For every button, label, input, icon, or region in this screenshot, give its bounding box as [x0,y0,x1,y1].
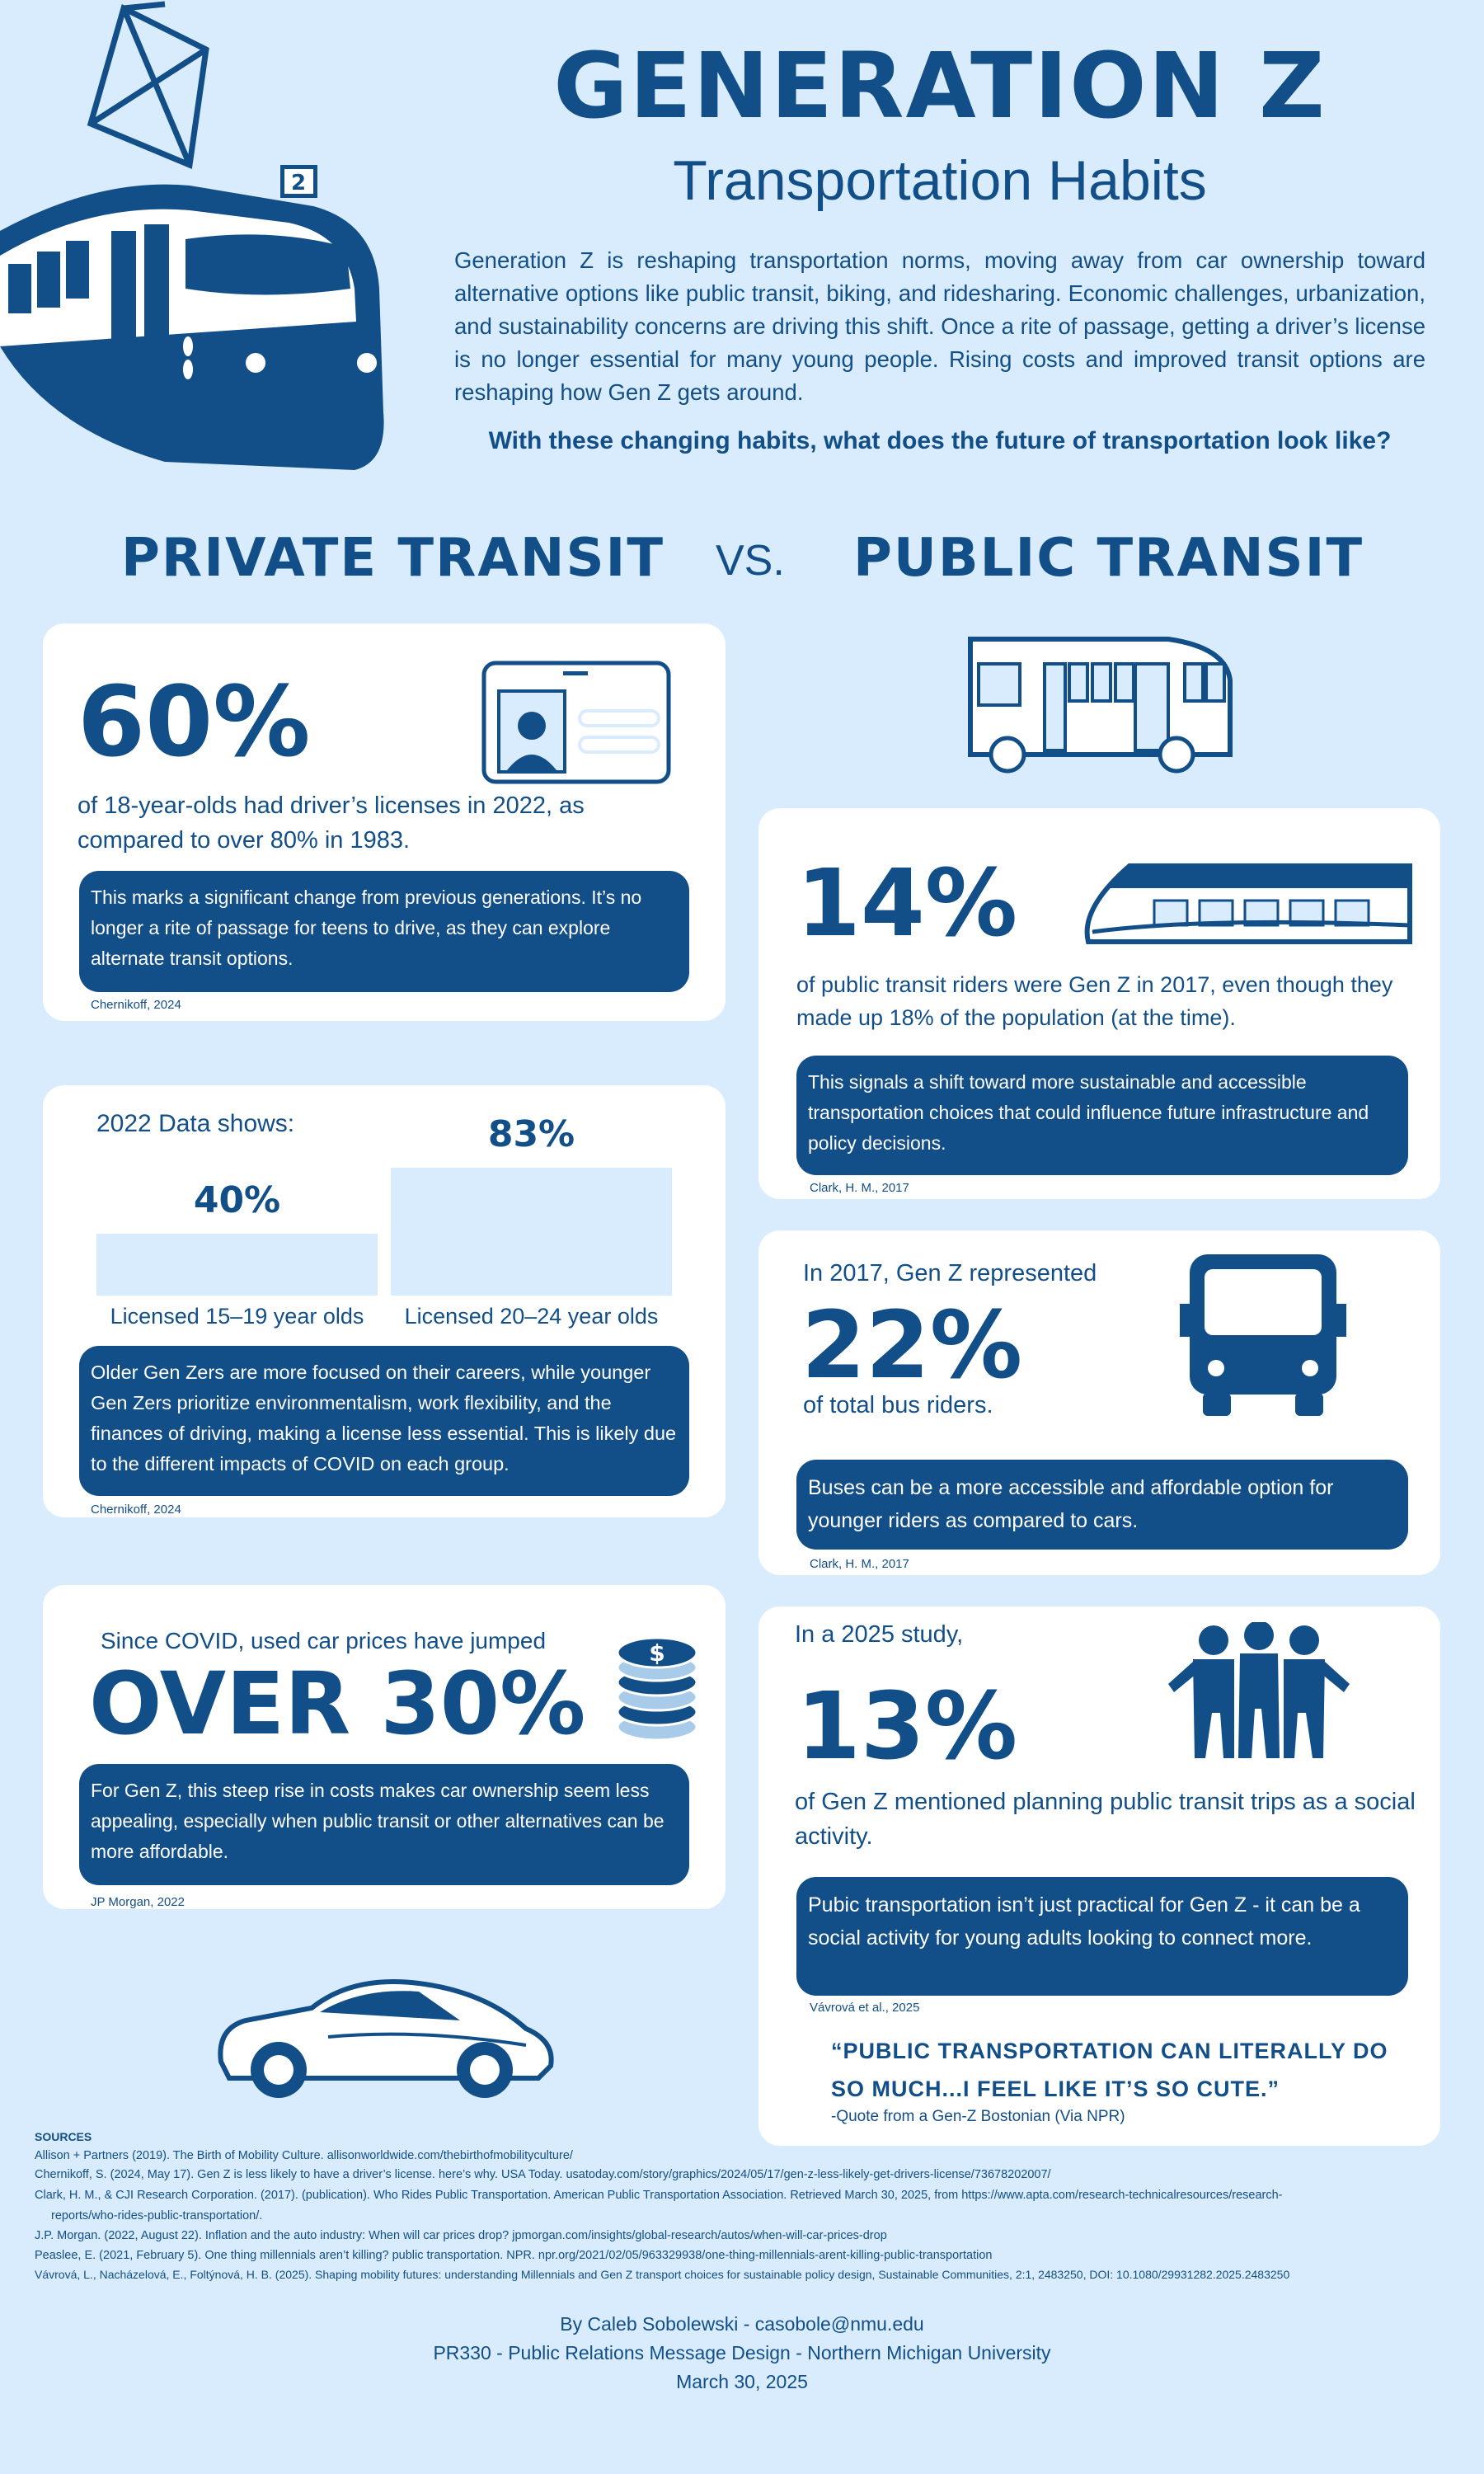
private-card-licenses: 60% of 18-year-olds had driver’s license… [43,623,726,1021]
quote-attribution: -Quote from a Gen-Z Bostonian (Via NPR) [831,2108,1125,2125]
bus-riders-text: of total bus riders. [803,1392,993,1418]
source-item: J.P. Morgan. (2022, August 22). Inflatio… [35,2229,887,2242]
citation: Vávrová et al., 2025 [810,2001,920,2015]
people-group-icon [1168,1622,1350,1758]
sources-heading: SOURCES [35,2130,92,2143]
footer-date: March 30, 2025 [676,2371,808,2392]
public-card-bus-riders: In 2017, Gen Z represented 22% of total … [758,1230,1440,1575]
coins-icon: $ [616,1636,698,1742]
bar-1 [96,1234,378,1296]
bar-value-label: 40% [193,1179,281,1222]
bar-category-label: Licensed 20–24 year olds [404,1304,659,1329]
bar-2 [391,1168,672,1296]
train-icon [1084,863,1412,944]
footer-author: By Caleb Sobolewski - casobole@nmu.edu [560,2313,924,2335]
intro-question: With these changing habits, what does th… [488,427,1392,454]
licenses-note: This marks a significant change from pre… [79,871,689,992]
source-item: Clark, H. M., & CJI Research Corporation… [35,2189,1283,2222]
public-card-social: In a 2025 study, 13% of Gen Z mentioned … [758,1606,1440,2146]
stat-over-30: OVER 30% [89,1653,586,1754]
stat-22: 22% [801,1292,1023,1399]
age-group-note: Older Gen Zers are more focused on their… [79,1346,689,1496]
study-lead: In a 2025 study, [795,1621,964,1648]
id-card-icon [481,661,671,784]
tram-icon: 2 [0,1,384,470]
car-prices-note: For Gen Z, this steep rise in costs make… [79,1764,689,1885]
car-prices-lead: Since COVID, used car prices have jumped [101,1628,547,1653]
social-note: Pubic transportation isn’t just practica… [796,1877,1408,1996]
bar-value-label: 83% [487,1113,575,1155]
chart-heading: 2022 Data shows: [96,1110,295,1137]
riders-text: of public transit riders were Gen Z in 2… [796,972,1393,1030]
social-text: of Gen Z mentioned planning public trans… [795,1789,1416,1850]
private-transit-heading: PRIVATE TRANSIT [121,528,665,589]
stat-14: 14% [796,850,1018,957]
citation: JP Morgan, 2022 [91,1895,185,1909]
source-item: Vávrová, L., Nacházelová, E., Foltýnová,… [35,2268,1290,2281]
footer-course: PR330 - Public Relations Message Design … [433,2342,1051,2363]
stat-13: 13% [796,1673,1018,1780]
source-item: Peaslee, E. (2021, February 5). One thin… [35,2249,993,2262]
page-title: GENERATION Z [553,33,1327,139]
bus-riders-note: Buses can be a more accessible and affor… [796,1460,1408,1550]
public-card-riders: 14% of public transit riders were Gen Z … [758,808,1440,1199]
tram-number: 2 [291,171,306,195]
private-card-car-prices: Since COVID, used car prices have jumped… [43,1585,726,1909]
intro-paragraph: Generation Z is reshaping transportation… [454,247,1425,405]
private-card-2022-data: 2022 Data shows: 40% Licensed 15–19 year … [43,1085,726,1517]
source-item: Chernikoff, S. (2024, May 17). Gen Z is … [35,2168,1051,2181]
vs-label: VS. [716,537,785,585]
citation: Chernikoff, 2024 [91,998,181,1012]
bus-riders-lead: In 2017, Gen Z represented [803,1260,1097,1286]
sports-car-icon [218,1979,554,2098]
bus-icon [968,637,1233,774]
bus-front-icon [1180,1254,1346,1416]
source-item: Allison + Partners (2019). The Birth of … [35,2149,573,2162]
bar-category-label: Licensed 15–19 year olds [110,1304,364,1329]
gen-z-quote: “PUBLIC TRANSPORTATION CAN LITERALLY DO … [831,2039,1388,2101]
svg-text:$: $ [649,1639,665,1667]
citation: Clark, H. M., 2017 [810,1557,909,1571]
licenses-text: of 18-year-olds had driver’s licenses in… [77,793,585,854]
page-subtitle: Transportation Habits [673,149,1207,212]
citation: Chernikoff, 2024 [91,1503,181,1517]
stat-60: 60% [77,665,311,778]
citation: Clark, H. M., 2017 [810,1181,909,1195]
riders-note: This signals a shift toward more sustain… [796,1056,1408,1175]
public-transit-heading: PUBLIC TRANSIT [853,528,1364,589]
